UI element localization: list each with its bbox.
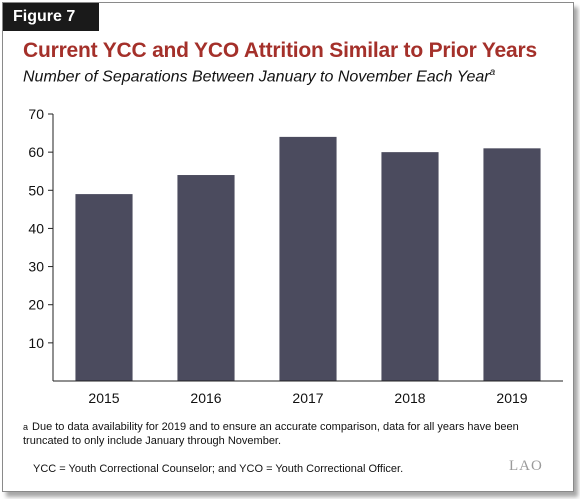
chart-title: Current YCC and YCO Attrition Similar to… <box>23 39 537 62</box>
subtitle-text: Number of Separations Between January to… <box>23 68 490 86</box>
figure-label: Figure 7 <box>3 3 99 31</box>
y-tick-label: 30 <box>28 259 44 275</box>
lao-logo: LAO <box>509 458 543 474</box>
y-tick-label: 50 <box>28 182 44 198</box>
bar-2017 <box>279 136 337 381</box>
subtitle-footnote-marker: a <box>489 67 496 78</box>
y-tick-label: 40 <box>28 220 44 236</box>
y-tick-label: 60 <box>28 144 44 160</box>
figure-frame: Figure 7 Current YCC and YCO Attrition S… <box>2 2 574 492</box>
y-tick-label: 10 <box>28 335 44 351</box>
x-tick-label: 2015 <box>88 390 119 406</box>
y-tick-label: 70 <box>28 106 44 122</box>
bar-2019 <box>483 148 541 381</box>
x-tick-label: 2018 <box>394 390 425 406</box>
footnote: a Due to data availability for 2019 and t… <box>23 420 558 448</box>
x-tick-label: 2019 <box>496 390 527 406</box>
bar-2015 <box>75 194 133 381</box>
x-axis: 2015 2016 2017 2018 2019 <box>53 380 563 406</box>
x-tick-label: 2016 <box>190 390 221 406</box>
footnote-text: Due to data availability for 2019 and to… <box>23 421 519 447</box>
bars <box>75 136 541 381</box>
bar-chart: 10 20 30 40 50 60 70 2015 2016 2017 2018 2019 <box>28 106 563 406</box>
abbreviations-note: YCC = Youth Correctional Counselor; and … <box>33 463 404 475</box>
chart-subtitle: Number of Separations Between January to… <box>23 67 495 86</box>
y-axis: 10 20 30 40 50 60 70 <box>28 106 54 381</box>
x-tick-label: 2017 <box>292 390 323 406</box>
bar-2016 <box>177 175 235 381</box>
bar-2018 <box>381 152 439 381</box>
footnote-marker: a <box>23 422 29 432</box>
y-tick-label: 20 <box>28 297 44 313</box>
